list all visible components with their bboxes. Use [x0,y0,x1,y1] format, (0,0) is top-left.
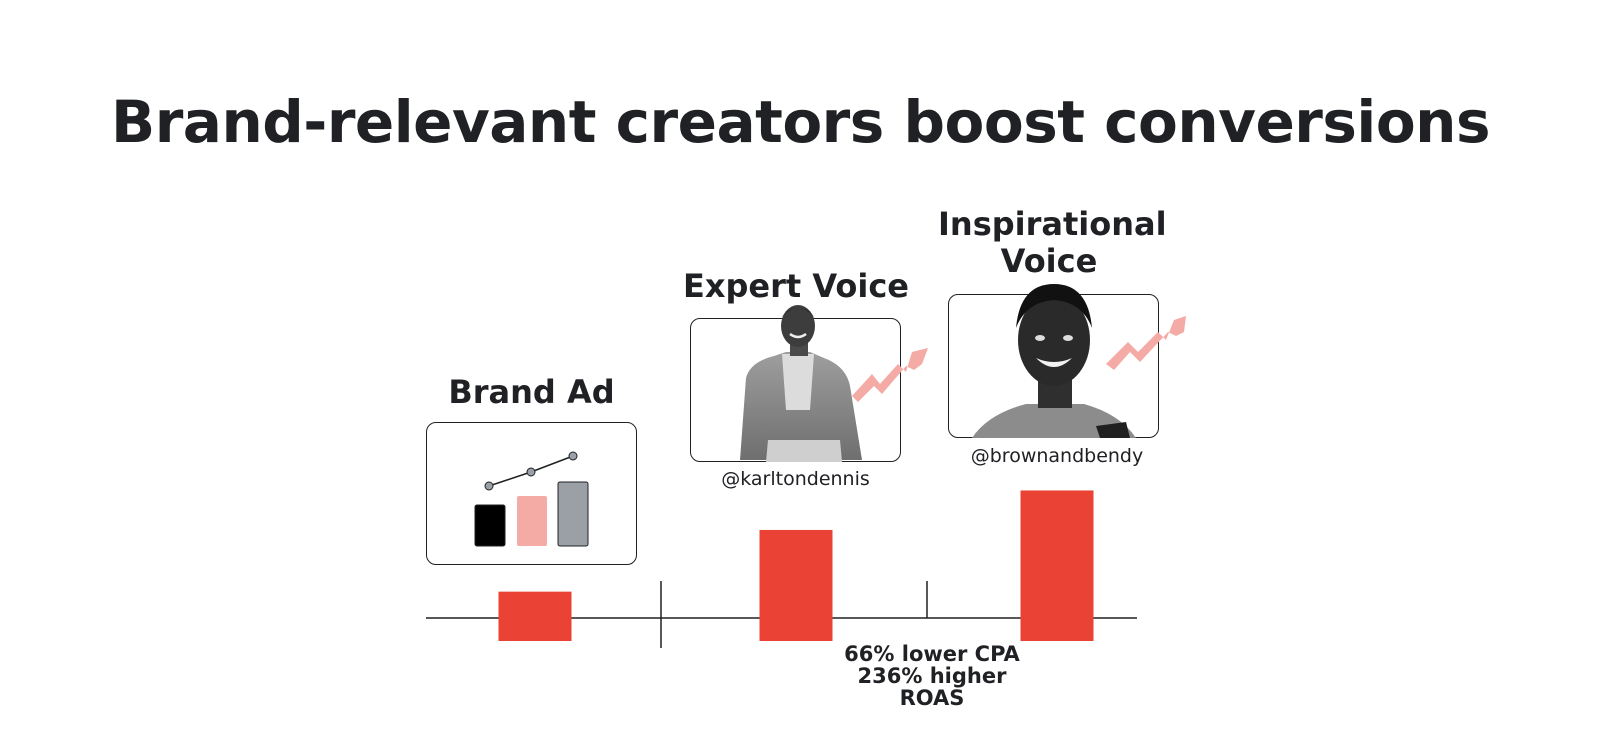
creator-shirt [782,354,814,410]
creator-photo-karltondennis [740,305,928,462]
column-label-brand-ad: Brand Ad [448,373,615,411]
icon-bar-gray [557,481,589,547]
bar-brand-ad [498,591,572,641]
creator-head [1018,294,1090,386]
creator-eye-right [1063,335,1073,341]
creator-eye-left [1035,335,1045,341]
bar-chart-trend-icon [474,451,589,547]
creator-hair [1016,284,1092,328]
icon-trend-point [526,467,536,477]
creator-head [781,305,815,347]
brand-ad-card [426,422,637,565]
column-label-inspirational-voice: Inspirational Voice [938,205,1167,280]
creator-handle-karltondennis: @karltondennis [721,468,870,490]
icon-trend-point [484,481,494,491]
creator-body [972,404,1136,438]
trend-up-arrow-icon [852,348,928,402]
creator-smile [1036,358,1072,367]
icon-bar-pink [517,496,547,546]
creator-strap [1096,422,1130,438]
column-label-expert-voice: Expert Voice [683,267,909,305]
icon-trend-point [568,451,578,461]
trend-up-arrow-icon [1106,316,1186,370]
bar-expert-voice [759,529,833,641]
bar-inspirational-voice [1020,490,1094,641]
cpa-annotation: 66% lower CPA [844,642,1020,666]
creator-pants [766,440,842,462]
creator-smile [789,332,807,339]
roas-annotation: 236% higher ROAS [857,664,1007,710]
icon-bar-black [474,504,506,547]
page-title: Brand-relevant creators boost conversion… [111,88,1490,156]
creator-hair [781,308,815,318]
creator-handle-brownandbendy: @brownandbendy [970,445,1144,467]
creator-photo-brownandbendy [972,284,1186,438]
